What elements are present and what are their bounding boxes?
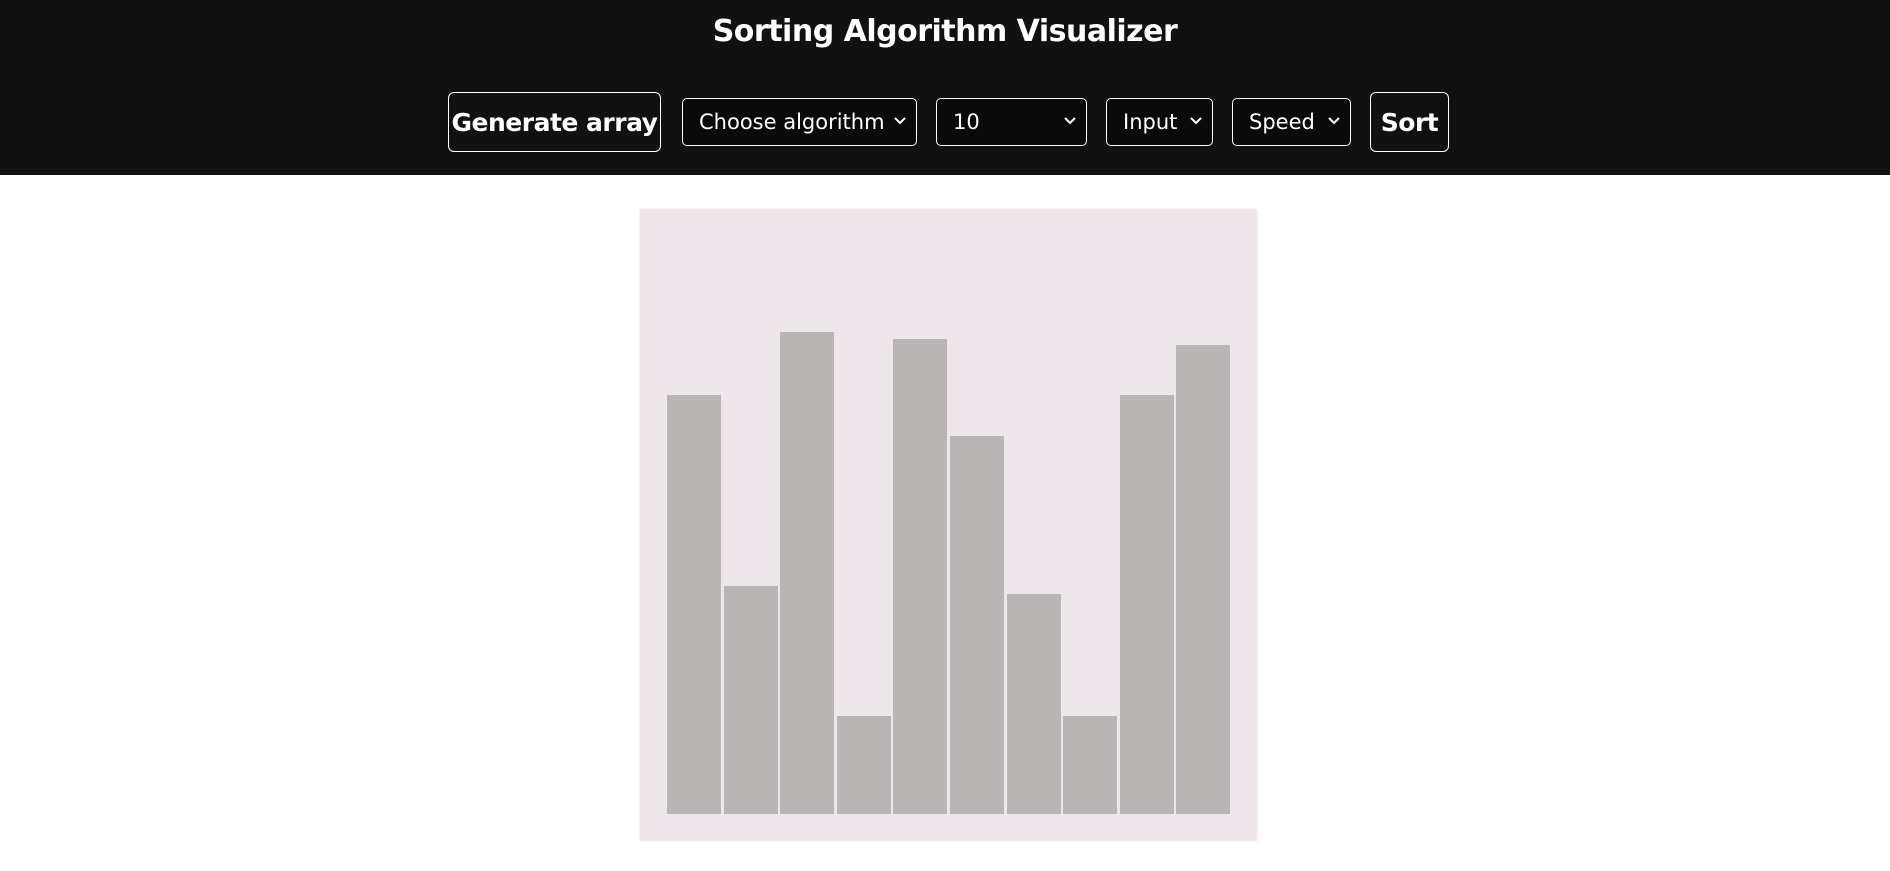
generate-array-button[interactable]: Generate array bbox=[448, 92, 661, 152]
chevron-down-icon bbox=[894, 117, 906, 125]
chevron-down-icon bbox=[1328, 117, 1340, 125]
array-bar bbox=[893, 339, 948, 814]
array-bar bbox=[667, 395, 721, 814]
array-bar bbox=[836, 716, 891, 814]
input-select-value: Input bbox=[1123, 110, 1178, 134]
array-bar bbox=[1119, 395, 1174, 814]
array-bar bbox=[1006, 594, 1061, 814]
chevron-down-icon bbox=[1064, 117, 1076, 125]
algorithm-select-value: Choose algorithm bbox=[699, 110, 885, 134]
input-select[interactable]: Input bbox=[1106, 98, 1213, 146]
page-title: Sorting Algorithm Visualizer bbox=[712, 14, 1178, 49]
array-bar bbox=[723, 586, 778, 814]
algorithm-select[interactable]: Choose algorithm bbox=[682, 98, 917, 146]
array-visualization-canvas bbox=[641, 210, 1256, 840]
array-bar bbox=[950, 436, 1004, 814]
array-size-select-value: 10 bbox=[953, 110, 980, 134]
array-bar bbox=[780, 332, 835, 814]
toolbar: Generate array Choose algorithm 10 Input… bbox=[0, 92, 1890, 154]
sort-button[interactable]: Sort bbox=[1370, 92, 1449, 152]
speed-select[interactable]: Speed bbox=[1232, 98, 1351, 146]
array-bar bbox=[1176, 345, 1231, 814]
array-bar bbox=[1063, 716, 1118, 814]
array-size-select[interactable]: 10 bbox=[936, 98, 1087, 146]
speed-select-value: Speed bbox=[1249, 110, 1315, 134]
chevron-down-icon bbox=[1190, 117, 1202, 125]
app-header: Sorting Algorithm Visualizer Generate ar… bbox=[0, 0, 1890, 175]
